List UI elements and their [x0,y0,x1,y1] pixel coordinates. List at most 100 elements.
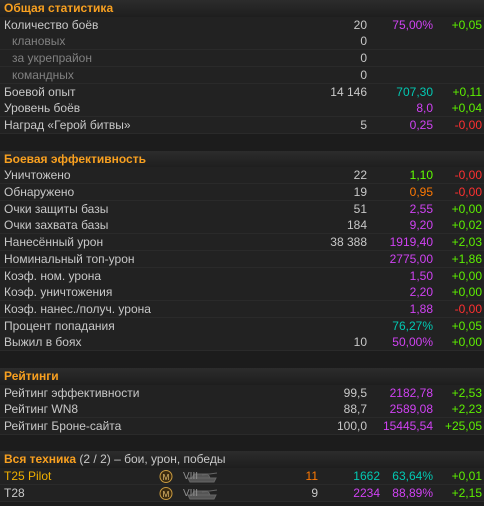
vehicle-row: T25 Pilot M VIII 11 1662 63,64% +0,01 [0,468,484,486]
stat-label: Обнаружено [4,184,75,199]
stat-row: Обнаружено 19 0,95 -0,00 [0,183,484,201]
section-title: Рейтинги [4,368,59,383]
stat-count: 51 [353,201,367,216]
vehicle-name: T25 Pilot [4,469,52,484]
stat-average: 1,10 [409,168,433,183]
stat-average: 2,20 [409,285,433,300]
tank-icon: M [159,470,218,484]
section-header: Вся техника (2 / 2) – бои, урон, победы [0,451,484,469]
vehicle-win-rate: 63,64% [392,469,433,484]
stat-row: Уничтожено 22 1,10 -0,00 [0,167,484,185]
stat-count: 10 [353,335,367,350]
stat-row: Коэф. ном. урона 1,50 +0,00 [0,267,484,285]
stat-average: 0,95 [409,184,433,199]
stat-delta: +0,00 [451,268,482,283]
section-title: Вся техника (2 / 2) – бои, урон, победы [4,451,225,468]
stat-row: Очки захвата базы 184 9,20 +0,02 [0,217,484,235]
stat-row: Очки защиты базы 51 2,55 +0,00 [0,200,484,218]
stat-delta: -0,00 [454,118,482,132]
stat-label: Количество боёв [4,17,99,32]
section-title: Общая статистика [4,1,114,15]
section-title: Боевая эффективность [4,151,146,166]
section-header: Рейтинги [0,367,484,385]
stat-average: 2,55 [409,201,433,216]
stat-label: Рейтинг эффективности [4,385,140,400]
stat-row: командных 0 [0,66,484,84]
vehicle-damage: 2234 [353,485,380,500]
stat-row: Наград «Герой битвы» 5 0,25 -0,00 [0,117,484,134]
vehicle-delta: +2,15 [451,485,482,500]
stat-average: 707,30 [396,84,433,99]
vehicle-row: T28 M VIII 9 2234 88,89% +2,15 [0,484,484,502]
stat-count: 100,0 [336,419,367,433]
stat-label: Процент попадания [4,318,115,333]
stat-delta: +0,05 [451,318,482,333]
stat-average: 75,00% [392,17,433,32]
stat-delta: +0,00 [451,201,482,216]
stat-row: Номинальный топ-урон 2775,00 +1,86 [0,250,484,268]
stat-label: командных [12,67,74,82]
stat-row: за укрепрайон 0 [0,50,484,68]
stat-count: 0 [360,34,367,49]
vehicle-icon: M [158,469,218,484]
stat-count: 0 [360,51,367,66]
section-header: Общая статистика [0,0,484,17]
vehicle-win-rate: 88,89% [392,485,433,500]
stat-row: Уровень боёв 8,0 +0,04 [0,100,484,118]
stat-delta: -0,00 [454,302,482,316]
stat-label: Выжил в боях [4,335,82,350]
stat-average: 2589,08 [389,402,433,417]
stat-count: 5 [360,118,367,132]
section-header: Боевая эффективность [0,150,484,168]
stat-label: Рейтинг WN8 [4,402,79,417]
vehicles-subtitle: – бои, урон, победы [114,452,226,467]
vehicle-damage: 1662 [353,469,380,484]
stat-label: клановых [12,34,66,49]
stat-row: Рейтинг WN8 88,7 2589,08 +2,23 [0,401,484,419]
stat-delta: +0,00 [451,285,482,300]
stat-average: 1919,40 [389,235,433,250]
vehicle-delta: +0,01 [451,469,482,484]
stat-average: 8,0 [416,101,433,116]
stat-label: Уничтожено [4,168,71,183]
stat-average: 76,27% [392,318,433,333]
stat-row: Рейтинг Броне-сайта 100,0 15445,54 +25,05 [0,418,484,435]
stat-delta: +0,11 [452,84,482,99]
stat-delta: +0,05 [451,17,482,32]
stat-average: 50,00% [392,335,433,350]
stat-row: Коэф. уничтожения 2,20 +0,00 [0,284,484,302]
stat-label: Нанесённый урон [4,235,104,250]
stat-row: Процент попадания 76,27% +0,05 [0,317,484,335]
stat-delta: +0,04 [451,101,482,116]
stat-delta: +25,05 [444,419,482,433]
stat-row: Боевой опыт 14 146 707,30 +0,11 [0,83,484,101]
tank-icon: M [159,486,218,500]
vehicle-tier: VIII [183,471,199,483]
mastery-badge [159,470,173,484]
vehicles-count: (2 / 2) [79,452,111,467]
stat-row: Количество боёв 20 75,00% +0,05 [0,16,484,34]
stat-count: 20 [353,17,367,32]
stat-count: 0 [360,67,367,82]
stat-average: 2182,78 [389,385,433,400]
stat-count: 184 [346,218,367,233]
stat-label: Очки захвата базы [4,218,109,233]
stat-average: 9,20 [409,218,433,233]
stat-label: Коэф. нанес./получ. урона [4,302,151,316]
tank-silhouette [187,489,218,500]
stat-delta: +0,02 [451,218,482,233]
tank-silhouette [187,472,218,483]
stat-count: 38 388 [330,235,367,250]
stat-delta: +2,03 [451,235,482,250]
stat-count: 14 146 [330,84,367,99]
stat-count: 22 [353,168,367,183]
stat-count: 88,7 [343,402,367,417]
stat-label: Коэф. ном. урона [4,268,102,283]
stat-row: клановых 0 [0,33,484,51]
mastery-letter: M [163,490,170,499]
stat-row: Коэф. нанес./получ. урона 1,88 -0,00 [0,301,484,318]
stat-average: 2775,00 [389,251,433,266]
stat-label: Уровень боёв [4,101,81,116]
stat-label: Номинальный топ-урон [4,251,135,266]
vehicle-battles: 11 [305,469,318,484]
